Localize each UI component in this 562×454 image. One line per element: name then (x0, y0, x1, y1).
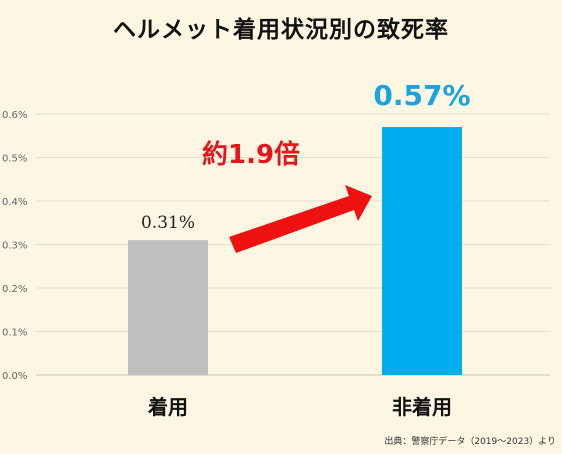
source-note: 出典：警察庁データ（2019〜2023）より (384, 435, 556, 447)
y-tick-label: 0.3% (2, 241, 27, 252)
y-tick-label: 0.0% (2, 371, 27, 382)
y-tick-label: 0.4% (2, 197, 27, 208)
y-axis-ticks: 0.0% 0.1% 0.2% 0.3% 0.4% 0.5% 0.6% (2, 110, 27, 382)
x-category-label: 非着用 (392, 395, 452, 419)
y-tick-label: 0.6% (2, 110, 27, 121)
y-tick-label: 0.5% (2, 154, 27, 165)
x-category-label: 着用 (147, 395, 188, 419)
data-label: 0.31% (141, 213, 195, 233)
bars: 0.31% 0.57% (128, 79, 471, 375)
bar-helmet-worn (128, 240, 208, 375)
gridlines (36, 113, 550, 376)
bar-helmet-not-worn (382, 127, 462, 375)
chart-title: ヘルメット着用状況別の致死率 (113, 17, 449, 43)
data-label: 0.57% (373, 79, 470, 112)
y-tick-label: 0.2% (2, 284, 27, 295)
ratio-annotation: 約1.9倍 (202, 139, 300, 170)
y-tick-label: 0.1% (2, 328, 27, 339)
arrow-icon (229, 185, 372, 253)
category-labels: 着用 非着用 (147, 395, 452, 419)
